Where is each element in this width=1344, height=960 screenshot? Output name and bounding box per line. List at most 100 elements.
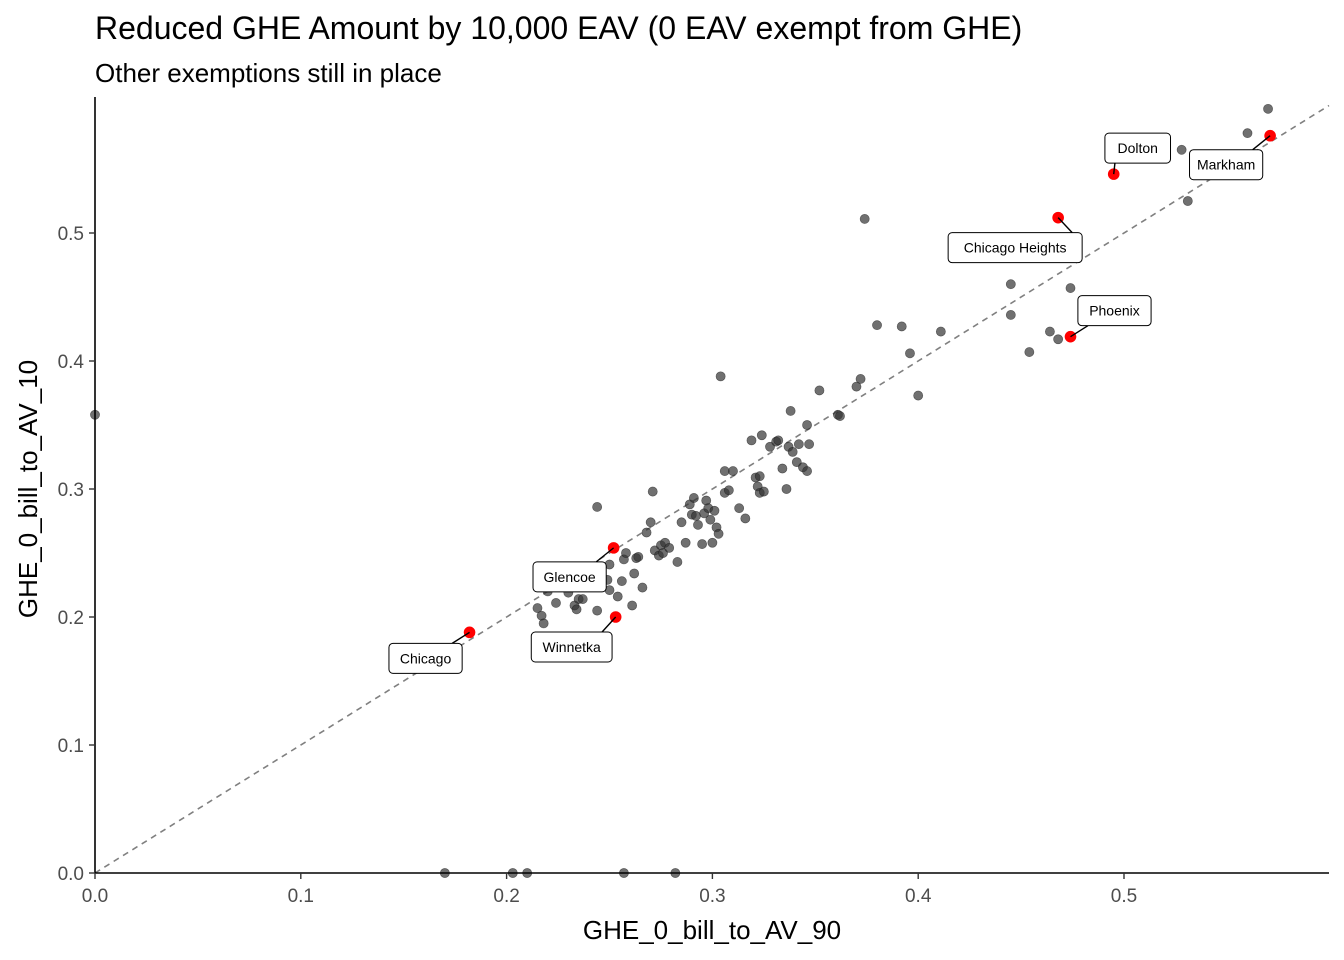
data-point bbox=[785, 406, 796, 416]
data-point bbox=[713, 528, 724, 539]
reference-line bbox=[94, 104, 1330, 874]
data-point bbox=[645, 517, 656, 528]
data-point bbox=[637, 582, 648, 593]
callout-leader bbox=[1113, 163, 1116, 175]
callout-labels-layer: Chicago Winnetka Glencoe Chicago Heights Pho… bbox=[388, 132, 1271, 674]
callout-label: Chicago Heights bbox=[947, 217, 1083, 264]
data-point bbox=[538, 618, 549, 629]
data-point bbox=[1182, 196, 1193, 206]
callout-leader bbox=[595, 547, 615, 563]
data-point bbox=[1263, 103, 1273, 114]
data-point bbox=[1005, 310, 1016, 320]
callout-box bbox=[388, 642, 463, 674]
data-point bbox=[616, 576, 627, 587]
data-point bbox=[896, 321, 907, 332]
data-point bbox=[571, 604, 582, 615]
data-point bbox=[705, 514, 716, 525]
data-point bbox=[551, 598, 561, 608]
data-point bbox=[664, 542, 675, 553]
data-point bbox=[787, 446, 798, 457]
callout-leader bbox=[1070, 325, 1089, 338]
callout-label: Winnetka bbox=[530, 616, 617, 663]
data-point bbox=[728, 466, 738, 476]
data-point bbox=[719, 466, 730, 476]
callout-label: Chicago bbox=[388, 631, 470, 674]
data-point bbox=[693, 519, 703, 530]
data-point bbox=[1053, 334, 1064, 345]
data-point bbox=[802, 466, 812, 476]
y-tick-label: 0.3 bbox=[58, 480, 84, 501]
data-point bbox=[1024, 347, 1035, 357]
data-point bbox=[1005, 279, 1016, 290]
data-point bbox=[1242, 128, 1253, 139]
callout-text: Phoenix bbox=[1089, 303, 1140, 319]
data-point bbox=[621, 548, 631, 558]
data-point bbox=[641, 527, 652, 538]
data-point bbox=[680, 537, 691, 548]
callout-text: Winnetka bbox=[542, 639, 601, 655]
data-point bbox=[746, 435, 757, 446]
data-point bbox=[802, 420, 812, 430]
data-point bbox=[627, 600, 638, 611]
chart-title: Reduced GHE Amount by 10,000 EAV (0 EAV … bbox=[95, 10, 1023, 46]
data-point bbox=[758, 486, 769, 497]
data-point bbox=[851, 381, 862, 392]
data-point bbox=[835, 411, 845, 421]
callout-text: Chicago bbox=[400, 650, 452, 666]
callout-leader bbox=[1252, 135, 1271, 151]
data-points-layer bbox=[90, 103, 1273, 878]
x-tick-label: 0.0 bbox=[82, 886, 108, 907]
data-point bbox=[688, 493, 699, 503]
data-point bbox=[709, 505, 720, 516]
callout-box bbox=[1077, 295, 1152, 327]
data-point bbox=[754, 471, 765, 482]
callout-text: Chicago Heights bbox=[964, 240, 1067, 256]
data-point bbox=[723, 485, 734, 496]
callout-box bbox=[947, 232, 1083, 264]
data-point bbox=[1045, 326, 1055, 337]
callout-label: Markham bbox=[1189, 135, 1271, 181]
data-point bbox=[734, 503, 745, 514]
data-point bbox=[577, 594, 588, 604]
callout-box bbox=[1189, 149, 1264, 181]
x-axis-title: GHE_0_bill_to_AV_90 bbox=[583, 915, 841, 945]
data-point bbox=[859, 214, 870, 224]
data-point bbox=[629, 568, 640, 579]
highlighted-point bbox=[463, 626, 476, 639]
data-point bbox=[804, 439, 815, 450]
y-tick-label: 0.0 bbox=[58, 864, 84, 885]
callout-leader bbox=[1057, 217, 1073, 234]
callout-text: Glencoe bbox=[544, 569, 596, 585]
data-point bbox=[793, 439, 804, 450]
chart-subtitle: Other exemptions still in place bbox=[95, 58, 442, 88]
y-tick-label: 0.2 bbox=[58, 608, 84, 629]
data-point bbox=[756, 430, 767, 441]
data-point bbox=[1176, 144, 1187, 155]
data-point bbox=[633, 551, 644, 562]
data-point bbox=[855, 374, 866, 384]
callout-box bbox=[532, 561, 607, 593]
x-tick-label: 0.4 bbox=[905, 886, 932, 907]
data-point bbox=[691, 510, 701, 521]
data-point bbox=[905, 348, 915, 359]
y-tick-label: 0.4 bbox=[58, 352, 85, 373]
data-point bbox=[1065, 283, 1076, 293]
callout-leader bbox=[601, 616, 617, 633]
reference-line-layer bbox=[94, 104, 1330, 874]
data-point bbox=[872, 320, 882, 331]
y-tick-label: 0.1 bbox=[58, 736, 84, 757]
callout-box bbox=[1104, 132, 1172, 164]
callout-label: Phoenix bbox=[1070, 295, 1152, 338]
callout-label: Glencoe bbox=[532, 547, 615, 593]
axes-layer: 0.0 0.1 0.2 0.3 0.4 0.5 0.0 0.1 0.2 0.3 0.4 0.5 bbox=[58, 97, 1329, 907]
data-point bbox=[707, 537, 718, 548]
data-point bbox=[814, 385, 825, 396]
data-point bbox=[532, 603, 543, 613]
x-tick-label: 0.3 bbox=[699, 886, 725, 907]
data-point bbox=[592, 502, 603, 512]
x-tick-label: 0.5 bbox=[1111, 886, 1137, 907]
data-point bbox=[592, 605, 603, 616]
data-point bbox=[781, 484, 792, 494]
data-point bbox=[913, 390, 924, 401]
